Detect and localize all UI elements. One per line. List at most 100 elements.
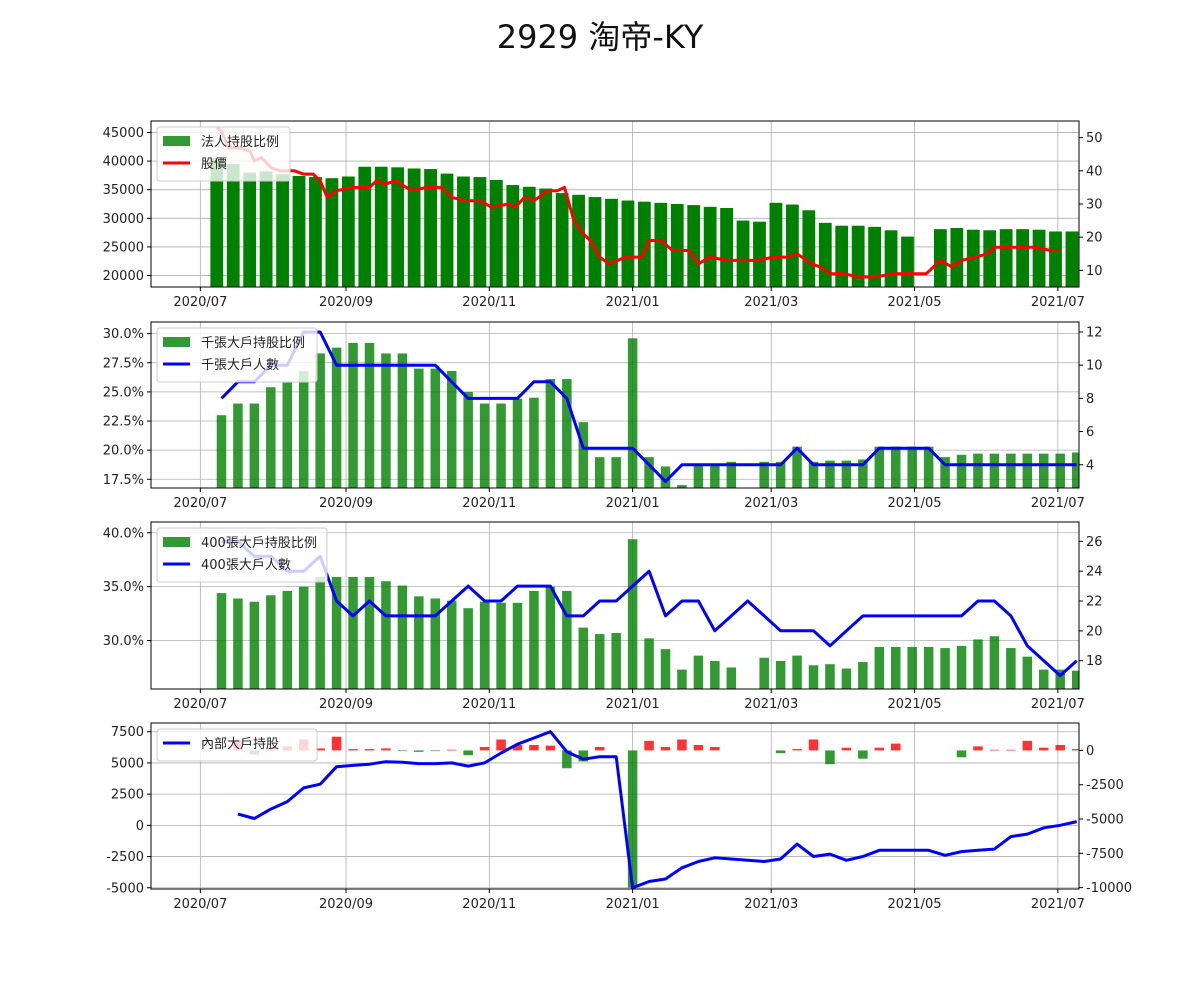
bar: [677, 204, 682, 287]
bar: [808, 665, 819, 689]
bar: [508, 185, 513, 287]
axes-frame: [150, 321, 1080, 489]
bar: [459, 176, 463, 287]
bar: [364, 342, 375, 488]
bar: [269, 171, 273, 287]
bar: [696, 205, 701, 287]
bar: [762, 221, 766, 287]
bar: [397, 585, 408, 689]
bar: [473, 177, 477, 287]
bar: [1009, 229, 1013, 287]
y-left-tick-label: 35.0%: [103, 580, 144, 595]
panel-insider-holdings: -5000 -2500 0 2500 5000 7500 -10000 -7500 -5000 -…: [106, 722, 1132, 912]
bar: [377, 166, 381, 287]
bar: [687, 205, 691, 287]
bar: [1124, 231, 1127, 287]
y-right-tick-label: 10: [1086, 264, 1103, 279]
bar: [479, 747, 490, 751]
bar: [440, 173, 445, 287]
bar: [605, 198, 609, 287]
bar: [414, 596, 424, 689]
y-right-tick-label: 40: [1086, 164, 1103, 179]
bar: [841, 668, 852, 689]
bar: [656, 202, 661, 287]
bar: [325, 178, 329, 287]
y-right-tick-label: -5000: [1086, 813, 1124, 828]
bar: [1016, 229, 1020, 287]
bar: [858, 662, 868, 689]
bar: [901, 236, 905, 287]
bar: [611, 632, 621, 689]
bar: [512, 602, 523, 689]
bar: [529, 744, 539, 751]
bar: [450, 173, 454, 287]
bar: [1134, 231, 1137, 287]
bar: [594, 634, 605, 689]
bar: [990, 230, 994, 287]
bar: [710, 660, 720, 689]
bar: [677, 485, 687, 488]
x-tick-label: 2021/03: [744, 496, 798, 511]
bar: [430, 750, 441, 752]
bar: [792, 749, 802, 751]
y-left-tick-label: -5000: [106, 881, 144, 896]
bar: [1167, 231, 1170, 287]
bar: [266, 595, 276, 689]
bar: [807, 210, 811, 287]
bar: [828, 222, 832, 287]
bar: [907, 646, 917, 689]
bar: [804, 210, 809, 287]
bar: [891, 230, 896, 287]
bar: [1004, 229, 1008, 287]
bar: [889, 230, 893, 287]
plot-area: [216, 539, 1079, 689]
bar: [670, 204, 675, 287]
bar: [506, 185, 510, 287]
bar: [364, 749, 375, 751]
x-tick-label: 2020/11: [462, 295, 516, 310]
bar: [842, 225, 846, 287]
bar: [574, 194, 578, 287]
bar: [548, 188, 553, 287]
y-left-tick-label: 0: [136, 819, 144, 834]
bar: [1067, 231, 1072, 287]
bar: [572, 194, 576, 287]
legend-swatch: [163, 136, 190, 146]
bar: [348, 176, 353, 287]
bar: [957, 228, 961, 287]
bar: [461, 176, 466, 287]
bar: [856, 225, 860, 287]
bar: [1071, 749, 1079, 751]
bar: [640, 201, 644, 287]
bar: [1185, 231, 1188, 287]
bar: [358, 166, 362, 287]
bar: [381, 581, 391, 689]
bar: [825, 750, 835, 765]
y-left-tick-label: 25000: [103, 240, 144, 255]
bar: [264, 171, 268, 287]
bar: [1056, 231, 1060, 287]
figure-title: 2929 淘帝-KY: [496, 18, 704, 56]
bar: [621, 200, 625, 287]
bar: [496, 739, 506, 751]
bar: [1082, 231, 1085, 287]
bar: [430, 368, 441, 488]
bar: [720, 208, 724, 287]
bar: [626, 200, 630, 287]
y-left-tick-label: 25.0%: [103, 385, 144, 400]
y-right-tick-label: 4: [1086, 458, 1094, 473]
bar: [315, 576, 325, 689]
bar: [844, 225, 849, 287]
bar: [985, 230, 990, 287]
bar: [811, 210, 816, 287]
y-left-tick-label: 17.5%: [103, 473, 144, 488]
bar: [446, 600, 457, 689]
bar: [278, 174, 282, 287]
bar: [299, 175, 304, 287]
bar: [1071, 452, 1079, 488]
bar: [407, 168, 412, 287]
bar: [446, 370, 457, 488]
y-right-tick-label: 26: [1086, 535, 1103, 550]
bar: [627, 750, 638, 888]
bar: [868, 226, 872, 287]
